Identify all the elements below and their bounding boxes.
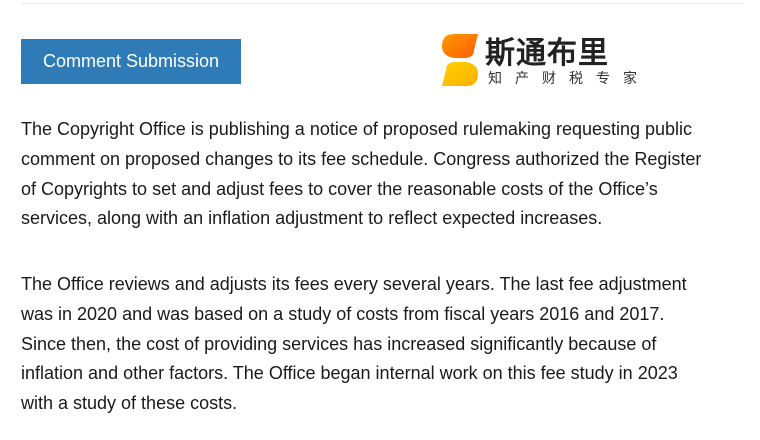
watermark-logo: 斯通布里 知产财税专家 <box>440 30 680 90</box>
text-line: with a study of these costs. <box>21 393 238 414</box>
comment-submission-button[interactable]: Comment Submission <box>21 39 241 84</box>
text-line: The Copyright Office is publishing a not… <box>21 119 693 139</box>
top-divider <box>21 3 743 4</box>
s-logo-icon <box>442 34 478 86</box>
paragraph-fee-history: The Office reviews and adjusts its fees … <box>21 270 687 419</box>
text-line: was in 2020 and was based on a study of … <box>21 303 665 324</box>
watermark-title: 斯通布里 <box>485 36 609 71</box>
text-line: services, along with an inflation adjust… <box>21 208 603 229</box>
paragraph-fee-notice: The Copyright Office is publishing a not… <box>21 115 701 234</box>
text-line: The Office reviews and adjusts its fees … <box>21 274 687 294</box>
watermark-subtitle: 知产财税专家 <box>488 71 650 87</box>
text-line: comment on proposed changes to its fee s… <box>21 148 702 169</box>
text-line: inflation and other factors. The Office … <box>21 363 678 384</box>
text-line: Since then, the cost of providing servic… <box>21 333 657 354</box>
text-line: of Copyrights to set and adjust fees to … <box>21 178 658 199</box>
